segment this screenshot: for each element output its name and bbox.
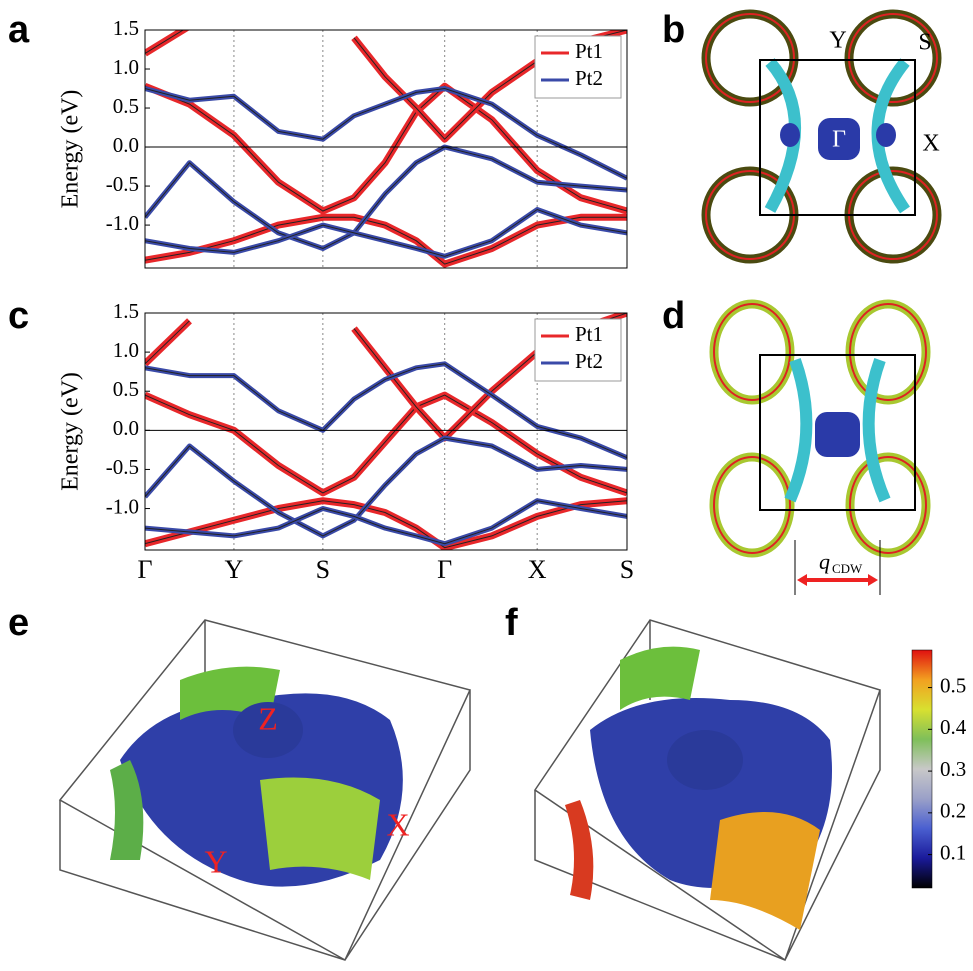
panel-label: d [662,295,685,337]
band-core [145,437,627,537]
band-core [145,87,627,179]
q-symbol: q [819,549,830,574]
y-tick-label: 1.0 [113,338,139,362]
y-tick-label: 0.5 [113,377,139,401]
colorbar-tick-label: 0.2 [940,799,966,823]
y-tick-label: -0.5 [106,455,139,479]
point-label: X [386,806,409,842]
panel-label: b [662,9,685,51]
band-core [145,85,627,212]
y-tick-label: 0.0 [113,133,139,157]
bands [145,30,627,268]
y-tick-label: 1.5 [113,16,139,40]
band-core [145,208,627,257]
x-tick-label: Γ [137,555,152,584]
q-subscript: CDW [832,561,863,576]
legend-label: Pt1 [575,39,603,63]
x-tick-label: Γ [437,555,452,584]
fermi-surface-3d-e: Z X Y [58,619,472,962]
band-core [145,500,627,545]
y-tick-label: -1.0 [106,211,139,235]
point-label: Y [829,28,846,54]
band-core [145,500,627,549]
panel-label: e [8,602,29,644]
fermi-surface-3d-f [533,619,881,962]
y-axis-label: Energy (eV) [58,372,84,491]
band-core [145,363,627,459]
fermi-surface-b: Y S Γ X [701,9,942,264]
y-tick-label: 0.0 [113,416,139,440]
x-tick-label: S [316,555,330,584]
colorbar [911,649,933,889]
x-tick-label: S [620,555,634,584]
frame [144,312,628,551]
fermi-surface-d: q CDW [709,299,931,595]
point-label: Γ [832,127,846,153]
point-label: Z [258,700,278,736]
y-tick-label: 1.5 [113,299,139,323]
legend-label: Pt2 [575,349,603,373]
frame [144,29,628,269]
colorbar-tick-label: 0.4 [940,715,967,739]
y-tick-label: 0.5 [113,94,139,118]
legend-box [534,318,622,382]
colorbar-tick-label: 0.1 [940,840,966,864]
x-tick-label: Y [225,555,244,584]
panel-label: a [8,9,30,51]
point-label: S [918,30,931,56]
point-label: Y [204,843,227,879]
x-tick-label: X [528,555,547,584]
panel-label: f [505,602,518,644]
colorbar-tick-label: 0.3 [940,757,966,781]
legend-label: Pt1 [575,322,603,346]
band-core [145,146,627,250]
y-axis-label: Energy (eV) [58,90,84,209]
bands [145,313,627,550]
panel-label: c [8,295,29,337]
colorbar-tick-label: 0.5 [940,673,966,697]
y-tick-label: -1.0 [106,494,139,518]
y-tick-label: -0.5 [106,172,139,196]
legend-label: Pt2 [575,66,603,90]
band-core [145,216,627,265]
legend-box [534,35,622,99]
point-label: X [922,131,939,157]
y-tick-label: 1.0 [113,55,139,79]
